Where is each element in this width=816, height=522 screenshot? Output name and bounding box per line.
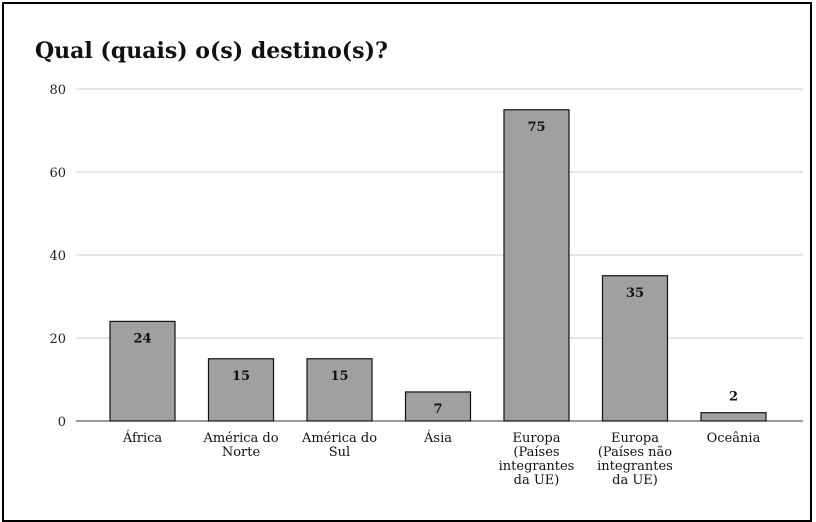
data-label: 2 (729, 390, 738, 405)
bar (700, 412, 767, 422)
x-tick-label: Oceânia (707, 431, 761, 446)
y-tick-label: 40 (49, 249, 66, 264)
data-label: 15 (232, 369, 250, 384)
data-label: 7 (433, 402, 442, 417)
bar (601, 275, 669, 422)
x-tick-label: Europa (Países não integrantes da UE) (597, 431, 673, 488)
bar (207, 358, 275, 422)
x-tick-label: Ásia (423, 430, 452, 446)
data-label: 75 (527, 120, 545, 135)
data-label: 24 (133, 331, 151, 346)
x-tick-label: Europa (Países integrantes da UE) (499, 431, 575, 488)
chart-title: Qual (quais) o(s) destino(s)? (35, 38, 388, 64)
y-tick-label: 80 (49, 83, 66, 98)
y-tick-label: 0 (58, 415, 66, 430)
x-tick-label: América do Sul (301, 431, 377, 460)
bar (306, 358, 373, 422)
bar (404, 391, 472, 422)
data-label: 15 (330, 369, 348, 384)
bar (109, 320, 176, 422)
data-label: 35 (626, 286, 644, 301)
y-tick-label: 20 (49, 332, 66, 347)
x-tick-label: América do Norte (202, 431, 278, 460)
x-tick-label: África (122, 430, 163, 446)
bar (503, 109, 570, 422)
y-tick-label: 60 (49, 166, 66, 181)
